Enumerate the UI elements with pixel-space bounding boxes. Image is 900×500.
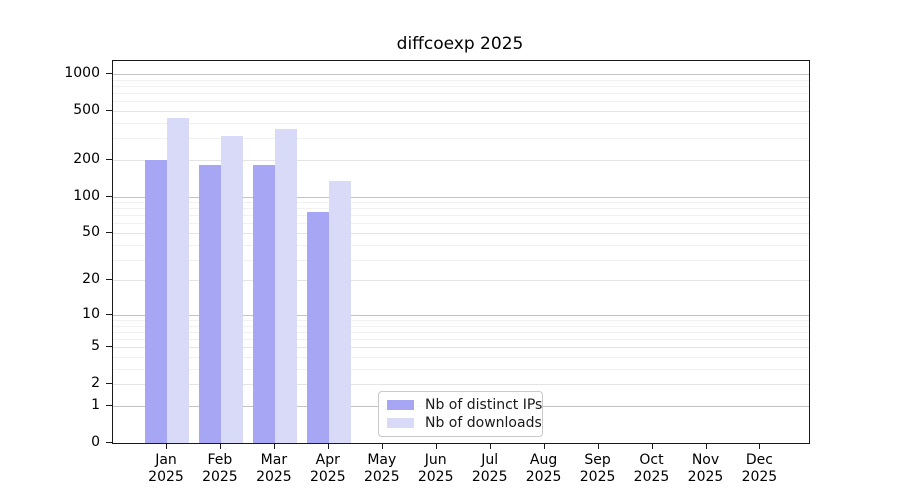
y-tick-mark-50	[106, 232, 112, 233]
x-tick-mark-apr	[327, 444, 329, 449]
gridline-300	[113, 138, 809, 140]
gridline-50	[113, 233, 809, 234]
x-tick-label-oct: Oct 2025	[633, 452, 670, 485]
x-tick-label-sep: Sep 2025	[579, 452, 616, 485]
x-tick-label-apr: Apr 2025	[309, 452, 346, 485]
x-tick-label-jan: Jan 2025	[148, 452, 184, 485]
gridline-6	[113, 339, 809, 341]
gridline-700	[113, 93, 809, 94]
bar-downloads-jan	[167, 117, 189, 443]
x-tick-mark-aug	[543, 444, 545, 449]
y-tick-mark-1000	[106, 73, 112, 74]
x-tick-mark-dec	[759, 444, 761, 449]
x-tick-mark-jun	[435, 444, 437, 449]
y-tick-label-1: 1	[91, 397, 100, 413]
y-tick-label-1000: 1000	[64, 65, 100, 81]
legend-label-downloads: Nb of downloads	[425, 414, 542, 431]
gridline-9	[113, 320, 809, 321]
gridline-70	[113, 215, 809, 217]
y-tick-mark-100	[106, 195, 112, 197]
legend: Nb of distinct IPs Nb of downloads	[378, 391, 543, 437]
gridline-90	[113, 202, 809, 204]
legend-item-distinct-ips: Nb of distinct IPs	[379, 396, 543, 413]
y-tick-label-20: 20	[82, 271, 100, 288]
x-tick-label-mar: Mar 2025	[256, 452, 292, 485]
y-tick-mark-500	[106, 109, 112, 111]
y-tick-mark-0	[106, 442, 112, 443]
y-tick-label-2: 2	[91, 375, 100, 392]
legend-label-distinct-ips: Nb of distinct IPs	[425, 396, 543, 413]
x-tick-mark-oct	[651, 444, 653, 449]
y-tick-label-100: 100	[73, 187, 100, 204]
y-tick-mark-2	[106, 383, 112, 385]
gridline-100	[113, 196, 809, 198]
y-tick-mark-1	[106, 405, 112, 406]
x-tick-label-nov: Nov 2025	[687, 452, 724, 485]
y-tick-label-500: 500	[73, 101, 100, 118]
chart-title: diffcoexp 2025	[396, 34, 524, 54]
gridline-3	[113, 369, 809, 370]
y-tick-label-200: 200	[73, 150, 100, 167]
bar-ips-feb	[198, 165, 221, 443]
gridline-60	[113, 223, 809, 225]
y-tick-mark-200	[106, 158, 112, 160]
gridline-30	[113, 259, 809, 261]
gridline-2	[113, 384, 809, 386]
y-tick-label-50: 50	[82, 224, 100, 240]
gridline-400	[113, 122, 809, 124]
x-tick-label-may: May 2025	[363, 452, 400, 485]
x-tick-mark-feb	[219, 444, 221, 449]
gridline-40	[113, 244, 809, 246]
x-tick-mark-nov	[705, 444, 707, 449]
x-tick-mark-jul	[489, 444, 491, 449]
gridline-500	[113, 110, 809, 112]
gridline-900	[113, 79, 809, 81]
x-tick-mark-sep	[597, 444, 599, 449]
x-tick-label-aug: Aug 2025	[525, 452, 562, 485]
x-tick-label-jun: Jun 2025	[417, 452, 454, 485]
gridline-10	[113, 314, 809, 316]
y-tick-mark-10	[106, 313, 112, 315]
x-tick-mark-jan	[166, 444, 167, 449]
legend-swatch-downloads-icon	[387, 418, 414, 428]
legend-item-downloads: Nb of downloads	[379, 414, 542, 431]
y-tick-mark-20	[106, 279, 112, 281]
y-tick-label-10: 10	[82, 305, 100, 322]
x-tick-label-feb: Feb 2025	[202, 452, 238, 485]
plot-area	[112, 60, 810, 444]
gridline-1000	[113, 74, 809, 75]
bar-downloads-feb	[220, 135, 243, 443]
bar-ips-apr	[306, 211, 329, 443]
gridline-8	[113, 325, 809, 327]
y-tick-label-0: 0	[91, 434, 100, 450]
x-tick-label-jul: Jul 2025	[471, 452, 508, 485]
y-tick-mark-5	[106, 346, 112, 348]
gridline-80	[113, 208, 809, 210]
x-tick-mark-mar	[273, 444, 275, 449]
bar-downloads-mar	[274, 129, 297, 443]
gridline-800	[113, 85, 809, 87]
x-tick-label-dec: Dec 2025	[741, 452, 778, 485]
x-tick-mark-may	[381, 444, 383, 449]
gridline-5	[113, 347, 809, 349]
gridline-200	[113, 159, 809, 161]
bar-ips-mar	[252, 165, 275, 443]
bar-ips-jan	[145, 159, 167, 443]
gridline-7	[113, 331, 809, 333]
legend-swatch-distinct-ips-icon	[387, 400, 414, 410]
gridline-4	[113, 357, 809, 358]
gridline-600	[113, 101, 809, 103]
y-tick-label-5: 5	[91, 338, 100, 355]
gridline-20	[113, 280, 809, 282]
bar-downloads-apr	[328, 181, 351, 443]
